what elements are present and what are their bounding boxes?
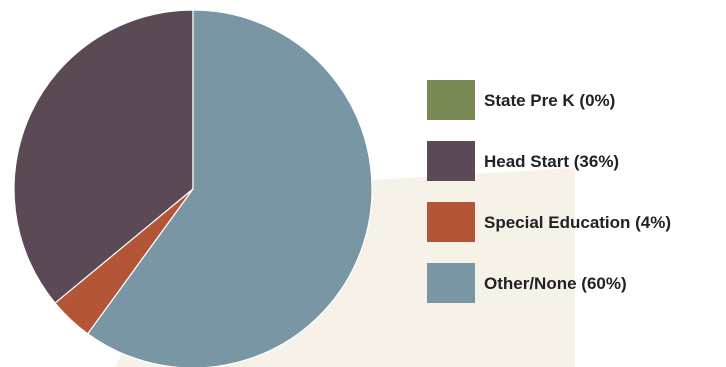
legend-swatch-1: [427, 141, 475, 181]
legend-label-1: Head Start (36%): [484, 152, 619, 171]
legend-swatch-3: [427, 263, 475, 303]
legend-label-0: State Pre K (0%): [484, 91, 615, 110]
legend-label-3: Other/None (60%): [484, 274, 627, 293]
pie-slice-3: [87, 9, 373, 367]
legend-swatch-0: [427, 80, 475, 120]
pie-slices: [13, 9, 373, 367]
pie-slice-1: [13, 9, 194, 304]
legend-swatch-2: [427, 202, 475, 242]
legend: State Pre K (0%) Head Start (36%) Special …: [427, 80, 671, 303]
legend-label-2: Special Education (4%): [484, 213, 671, 232]
